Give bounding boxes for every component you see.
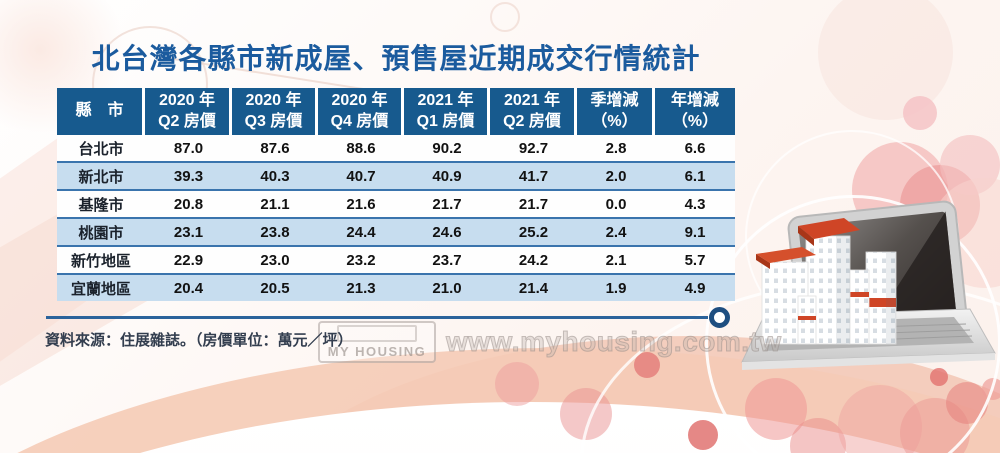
price-cell: 24.4 (346, 223, 376, 241)
header-line: 年增減 (670, 92, 719, 110)
column-header-2021q2: 2021 年 Q2 房價 (490, 88, 577, 135)
price-cell: 87.0 (173, 139, 204, 157)
change-cell: 1.9 (605, 279, 627, 297)
price-cell: 20.8 (173, 195, 204, 213)
column-header-qoq: 季增減 （%） (577, 88, 655, 135)
price-cell: 23.1 (173, 223, 204, 241)
housing-price-table: 縣 市 2020 年 Q2 房價 2020 年 Q3 房價 2020 年 Q4 房價 … (57, 88, 735, 301)
table-row-taipei: 台北市 87.0 87.6 88.6 90.2 92.7 2.8 6.6 (57, 135, 735, 161)
column-header-2021q1: 2021 年 Q1 房價 (404, 88, 490, 135)
laptop-buildings-icon (741, 200, 996, 370)
price-cell: 92.7 (518, 139, 549, 157)
watermark: MY HOUSING www.myhousing.com.tw (318, 321, 782, 363)
price-cell: 23.8 (260, 223, 290, 241)
region-cell: 新竹地區 (70, 252, 131, 270)
price-cell: 40.7 (346, 167, 376, 185)
header-line: Q4 房價 (330, 112, 389, 130)
header-line: 縣 市 (75, 102, 124, 120)
price-cell: 41.7 (518, 167, 549, 185)
change-cell: 2.1 (605, 251, 627, 269)
table-row-keelung: 基隆市 20.8 21.1 21.6 21.7 21.7 0.0 4.3 (57, 189, 735, 217)
laptop-illustration (736, 146, 998, 403)
header-line: Q2 房價 (158, 112, 216, 130)
decor-circle (495, 362, 539, 406)
change-cell: 2.8 (605, 139, 627, 157)
column-header-2020q4: 2020 年 Q4 房價 (318, 88, 404, 135)
divider-endpoint-icon (709, 307, 730, 328)
price-cell: 21.0 (432, 279, 462, 297)
region-cell: 桃園市 (78, 224, 124, 242)
region-cell: 台北市 (78, 140, 124, 158)
table-row-taoyuan: 桃園市 23.1 23.8 24.4 24.6 25.2 2.4 9.1 (57, 217, 735, 245)
table-row-yilan: 宜蘭地區 20.4 20.5 21.3 21.0 21.4 1.9 4.9 (57, 273, 735, 301)
source-note: 資料來源：住展雜誌。（房價單位：萬元／坪） (45, 332, 353, 349)
price-cell: 21.3 (346, 279, 376, 297)
header-line: 2021 年 (503, 92, 561, 110)
region-cell: 基隆市 (78, 196, 124, 214)
change-cell: 9.1 (684, 223, 706, 241)
region-cell: 宜蘭地區 (70, 280, 131, 298)
column-header-region: 縣 市 (57, 88, 145, 135)
page-title: 北台灣各縣市新成屋、預售屋近期成交行情統計 (91, 43, 701, 74)
price-cell: 24.2 (518, 251, 549, 269)
watermark-url: www.myhousing.com.tw (446, 326, 782, 358)
change-cell: 5.7 (684, 251, 706, 269)
column-header-2020q3: 2020 年 Q3 房價 (232, 88, 318, 135)
logo-text: MY HOUSING (327, 344, 427, 359)
change-cell: 0.0 (605, 195, 627, 213)
region-cell: 新北市 (78, 168, 124, 186)
price-cell: 21.7 (432, 195, 462, 213)
price-cell: 88.6 (346, 139, 376, 157)
header-line: 2020 年 (158, 92, 216, 110)
table-row-newtaipei: 新北市 39.3 40.3 40.7 40.9 41.7 2.0 6.1 (57, 161, 735, 189)
price-cell: 22.9 (173, 251, 204, 269)
price-cell: 21.1 (260, 195, 290, 213)
price-cell: 39.3 (173, 167, 204, 185)
price-cell: 25.2 (518, 223, 549, 241)
price-cell: 24.6 (432, 223, 462, 241)
decor-outline-circle (490, 2, 520, 32)
price-cell: 21.7 (518, 195, 549, 213)
header-line: Q1 房價 (416, 112, 475, 130)
change-cell: 6.6 (684, 139, 706, 157)
column-header-2020q2: 2020 年 Q2 房價 (145, 88, 232, 135)
change-cell: 6.1 (684, 167, 706, 185)
table-row-hsinchu: 新竹地區 22.9 23.0 23.2 23.7 24.2 2.1 5.7 (57, 245, 735, 273)
price-cell: 90.2 (432, 139, 462, 157)
price-cell: 23.2 (346, 251, 376, 269)
header-line: 季增減 (590, 92, 639, 110)
price-cell: 23.7 (432, 251, 462, 269)
header-line: 2020 年 (245, 92, 302, 110)
price-cell: 20.4 (173, 279, 204, 297)
price-cell: 40.3 (260, 167, 290, 185)
myhousing-logo: MY HOUSING (318, 321, 436, 363)
header-line: Q3 房價 (244, 112, 303, 130)
header-line: 2020 年 (331, 92, 388, 110)
price-cell: 21.4 (518, 279, 549, 297)
header-line: （%） (671, 112, 719, 130)
decor-circle (903, 96, 937, 130)
price-cell: 40.9 (432, 167, 462, 185)
change-cell: 2.4 (605, 223, 627, 241)
change-cell: 4.3 (684, 195, 706, 213)
price-cell: 21.6 (346, 195, 376, 213)
price-cell: 23.0 (260, 251, 290, 269)
change-cell: 4.9 (684, 279, 706, 297)
logo-glyphs-icon (337, 325, 417, 342)
price-cell: 87.6 (260, 139, 290, 157)
change-cell: 2.0 (605, 167, 627, 185)
header-line: 2021 年 (417, 92, 474, 110)
header-line: （%） (591, 112, 638, 130)
column-header-yoy: 年增減 （%） (655, 88, 735, 135)
price-cell: 20.5 (260, 279, 290, 297)
divider-line (46, 316, 708, 319)
header-line: Q2 房價 (503, 112, 561, 130)
table-header-row: 縣 市 2020 年 Q2 房價 2020 年 Q3 房價 2020 年 Q4 房價 … (57, 88, 735, 135)
